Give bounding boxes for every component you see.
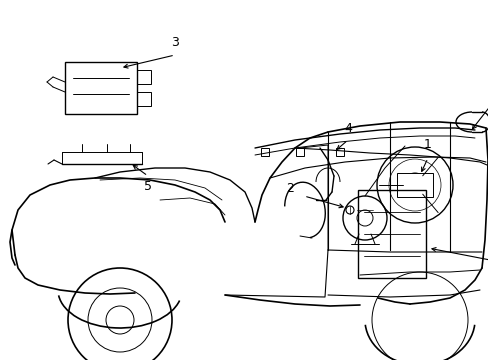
Bar — [357, 190, 425, 278]
Text: 2: 2 — [285, 181, 293, 194]
Bar — [137, 92, 151, 106]
Text: 1: 1 — [423, 139, 431, 152]
Text: 5: 5 — [143, 180, 152, 193]
Bar — [335, 148, 343, 156]
Bar — [261, 148, 268, 156]
Text: 3: 3 — [171, 36, 179, 49]
Bar — [295, 148, 304, 156]
Bar — [137, 70, 151, 84]
Bar — [65, 62, 137, 114]
Text: 4: 4 — [344, 122, 351, 135]
Bar — [396, 173, 432, 197]
